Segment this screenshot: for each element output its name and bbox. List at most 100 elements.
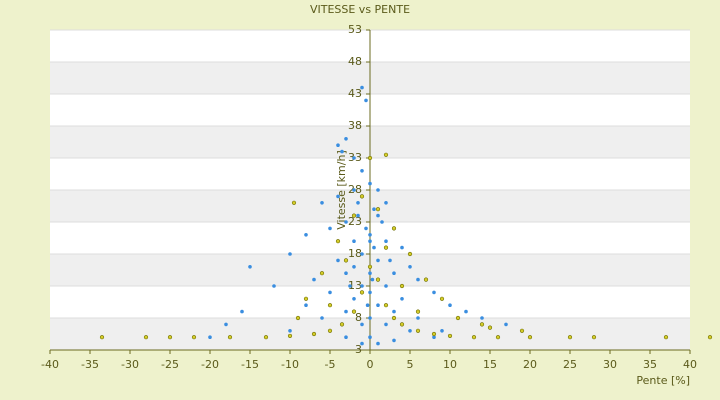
point [591,335,597,340]
point [432,335,436,340]
point [360,322,364,327]
point [376,258,380,263]
point [320,316,324,320]
point [336,143,340,147]
point [439,296,445,301]
point [368,316,372,320]
point [447,333,453,339]
point [367,264,373,269]
point [352,239,356,243]
point [344,137,348,141]
point [375,277,381,282]
point [384,239,388,243]
y-tick-label: 53 [348,23,362,36]
point [344,309,348,314]
point [376,303,380,308]
point [383,245,389,250]
point [384,322,388,327]
point [359,290,365,295]
point [336,258,340,263]
point [480,316,484,320]
point [327,328,333,333]
point [392,338,396,343]
point [368,271,372,276]
point [227,335,233,340]
x-tick-label: -25 [161,358,179,371]
x-axis-title: Pente [%] [636,374,690,387]
point [416,316,420,320]
point [707,335,713,340]
point [368,181,372,186]
point [455,315,461,321]
point [464,309,468,314]
x-tick-label: 20 [523,358,537,371]
point [471,335,477,340]
y-tick-label: 18 [348,247,362,260]
point [143,335,149,340]
point [376,341,380,346]
point [328,290,332,295]
point [364,98,368,103]
x-tick-label: 25 [563,358,577,371]
point [448,303,452,308]
point [312,277,316,282]
y-tick-label: 38 [348,119,362,132]
x-tick-label: -30 [121,358,139,371]
point [304,303,308,308]
point [191,335,197,340]
x-tick-label: -40 [41,358,59,371]
point [340,149,344,154]
point [328,226,332,231]
x-tick-label: 35 [643,358,657,371]
point [360,284,364,288]
x-tick-label: 5 [407,358,414,371]
point [372,207,376,211]
point [527,335,533,340]
point [383,152,389,157]
point [364,226,368,231]
point [423,277,429,282]
y-axis-title: Vitesse [km/h] [335,150,348,230]
point [360,85,364,90]
x-tick-label: 30 [603,358,617,371]
point [487,325,493,330]
point [360,341,364,346]
point [336,194,340,199]
point [248,265,252,269]
point [384,201,388,205]
point [352,188,356,192]
point [240,309,244,314]
point [399,322,405,327]
point [391,315,397,321]
x-tick-label: -15 [241,358,259,371]
point [339,322,345,327]
point [399,283,405,289]
point [348,284,352,288]
x-tick-label: -10 [281,358,299,371]
point [392,271,396,276]
point [372,245,376,250]
point [391,226,397,231]
point [400,245,404,250]
point [375,207,381,212]
point [351,213,357,218]
point [287,333,293,339]
point [343,258,349,263]
y-tick-label: 43 [348,87,362,100]
point [400,297,404,301]
point [352,297,356,301]
point [288,329,292,333]
point [263,335,269,340]
point [440,329,444,333]
point [392,309,396,314]
point [408,329,412,333]
point [367,155,373,161]
point [567,335,573,340]
x-tick-label: -35 [81,358,99,371]
point [380,220,384,224]
point [208,335,212,340]
point [352,265,356,269]
y-tick-label: 3 [355,343,362,356]
point [388,258,392,263]
